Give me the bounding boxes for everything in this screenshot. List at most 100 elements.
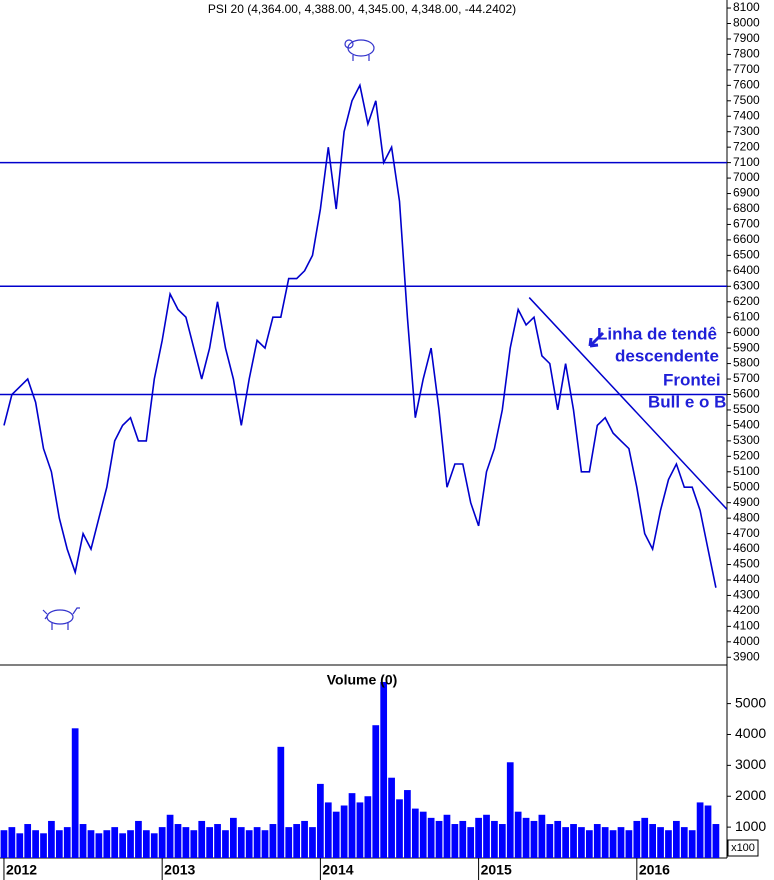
volume-bar bbox=[230, 817, 237, 858]
volume-bar bbox=[388, 777, 395, 858]
volume-bar bbox=[617, 827, 625, 858]
y-tick-label: 4300 bbox=[733, 588, 760, 602]
y-tick-label: 4600 bbox=[733, 541, 760, 555]
volume-bar bbox=[570, 824, 577, 858]
volume-bar bbox=[657, 827, 664, 858]
volume-bar bbox=[95, 833, 103, 858]
volume-bar bbox=[688, 830, 696, 858]
volume-bar bbox=[404, 790, 411, 858]
volume-bar bbox=[696, 802, 704, 858]
chart-title: PSI 20 (4,364.00, 4,388.00, 4,345.00, 4,… bbox=[208, 2, 516, 16]
y-tick-label: 7700 bbox=[733, 62, 760, 76]
volume-bar bbox=[578, 827, 585, 858]
volume-bar bbox=[63, 827, 71, 858]
y-tick-label: 6900 bbox=[733, 186, 760, 200]
y-tick-label: 3000 bbox=[735, 756, 766, 772]
y-tick-label: 7200 bbox=[733, 139, 760, 153]
volume-bar bbox=[522, 817, 530, 858]
volume-bar bbox=[285, 827, 293, 858]
volume-bar bbox=[443, 814, 451, 858]
y-tick-label: 5600 bbox=[733, 387, 760, 401]
y-tick-label: 7500 bbox=[733, 93, 760, 107]
annotation: Linha de tendê bbox=[597, 324, 717, 343]
y-tick-label: 6500 bbox=[733, 248, 760, 262]
y-tick-label: 5300 bbox=[733, 433, 760, 447]
annotation: Frontei bbox=[663, 370, 721, 389]
bull-icon bbox=[42, 607, 80, 630]
volume-bar bbox=[32, 830, 39, 858]
volume-bar bbox=[435, 820, 443, 858]
y-tick-label: 5100 bbox=[733, 464, 760, 478]
volume-bar bbox=[127, 830, 134, 858]
volume-bar bbox=[498, 824, 506, 858]
volume-title: Volume (0) bbox=[327, 672, 398, 688]
volume-bar bbox=[704, 805, 712, 858]
x-tick-label: 2016 bbox=[639, 862, 670, 878]
y-tick-label: 6700 bbox=[733, 217, 760, 231]
volume-bar bbox=[8, 827, 16, 858]
volume-bar bbox=[71, 728, 79, 858]
plot-area: Linha de tendê descendente Frontei Bull e o… bbox=[0, 82, 727, 858]
price-line bbox=[3, 82, 717, 588]
volume-bar bbox=[24, 824, 32, 858]
volume-bar bbox=[222, 830, 229, 858]
volume-bar bbox=[166, 814, 174, 858]
volume-bar bbox=[411, 808, 419, 858]
volume-bar bbox=[625, 830, 633, 858]
volume-bar bbox=[419, 811, 427, 858]
y-tick-label: 6000 bbox=[733, 325, 760, 339]
y-tick-label: 8000 bbox=[733, 16, 760, 30]
volume-bar bbox=[261, 830, 269, 858]
y-tick-label: 4500 bbox=[733, 557, 760, 571]
volume-bar bbox=[55, 830, 63, 858]
volume-bar bbox=[111, 827, 119, 858]
volume-bar bbox=[103, 830, 111, 858]
volume-bar bbox=[142, 830, 150, 858]
volume-bar bbox=[253, 827, 261, 858]
volume-bar bbox=[190, 830, 198, 858]
volume-bar bbox=[87, 830, 95, 858]
volume-bar bbox=[317, 783, 324, 858]
y-tick-label: 5800 bbox=[733, 356, 760, 370]
volume-bar bbox=[174, 824, 182, 858]
y-tick-label: 4000 bbox=[735, 725, 766, 741]
y-tick-label: 6100 bbox=[733, 309, 760, 323]
volume-bar bbox=[467, 827, 475, 858]
volume-bar bbox=[530, 820, 538, 858]
volume-bar bbox=[237, 827, 245, 858]
volume-bar bbox=[309, 827, 316, 858]
y-tick-label: 7400 bbox=[733, 108, 760, 122]
volume-bar bbox=[475, 817, 482, 858]
unit-label: x100 bbox=[731, 842, 755, 854]
volume-bar bbox=[562, 827, 569, 858]
volume-bar bbox=[372, 725, 380, 858]
volume-bar bbox=[514, 811, 522, 858]
y-tick-label: 4800 bbox=[733, 510, 760, 524]
y-tick-label: 7800 bbox=[733, 47, 760, 61]
volume-bar bbox=[340, 805, 348, 858]
volume-bar bbox=[554, 820, 562, 858]
y-tick-label: 6300 bbox=[733, 278, 760, 292]
bear-icon bbox=[344, 39, 375, 61]
volume-bar bbox=[135, 820, 142, 858]
volume-bar bbox=[483, 814, 490, 858]
volume-bar bbox=[633, 820, 641, 858]
x-tick-label: 2014 bbox=[322, 862, 353, 878]
volume-bar bbox=[609, 830, 617, 858]
volume-bar bbox=[119, 833, 126, 858]
volume-bar bbox=[601, 827, 609, 858]
volume-bar bbox=[356, 802, 364, 858]
trend-line bbox=[528, 297, 727, 510]
volume-bar bbox=[546, 824, 554, 858]
volume-bar bbox=[712, 824, 720, 858]
volume-bar bbox=[301, 820, 308, 858]
volume-bar bbox=[380, 681, 388, 858]
x-tick-label: 2012 bbox=[6, 862, 37, 878]
y-tick-label: 4900 bbox=[733, 495, 760, 509]
volume-bar bbox=[348, 793, 356, 858]
y-tick-label: 7600 bbox=[733, 77, 760, 91]
volume-bar bbox=[245, 830, 253, 858]
volume-bar bbox=[332, 811, 340, 858]
volume-bar bbox=[506, 762, 514, 858]
